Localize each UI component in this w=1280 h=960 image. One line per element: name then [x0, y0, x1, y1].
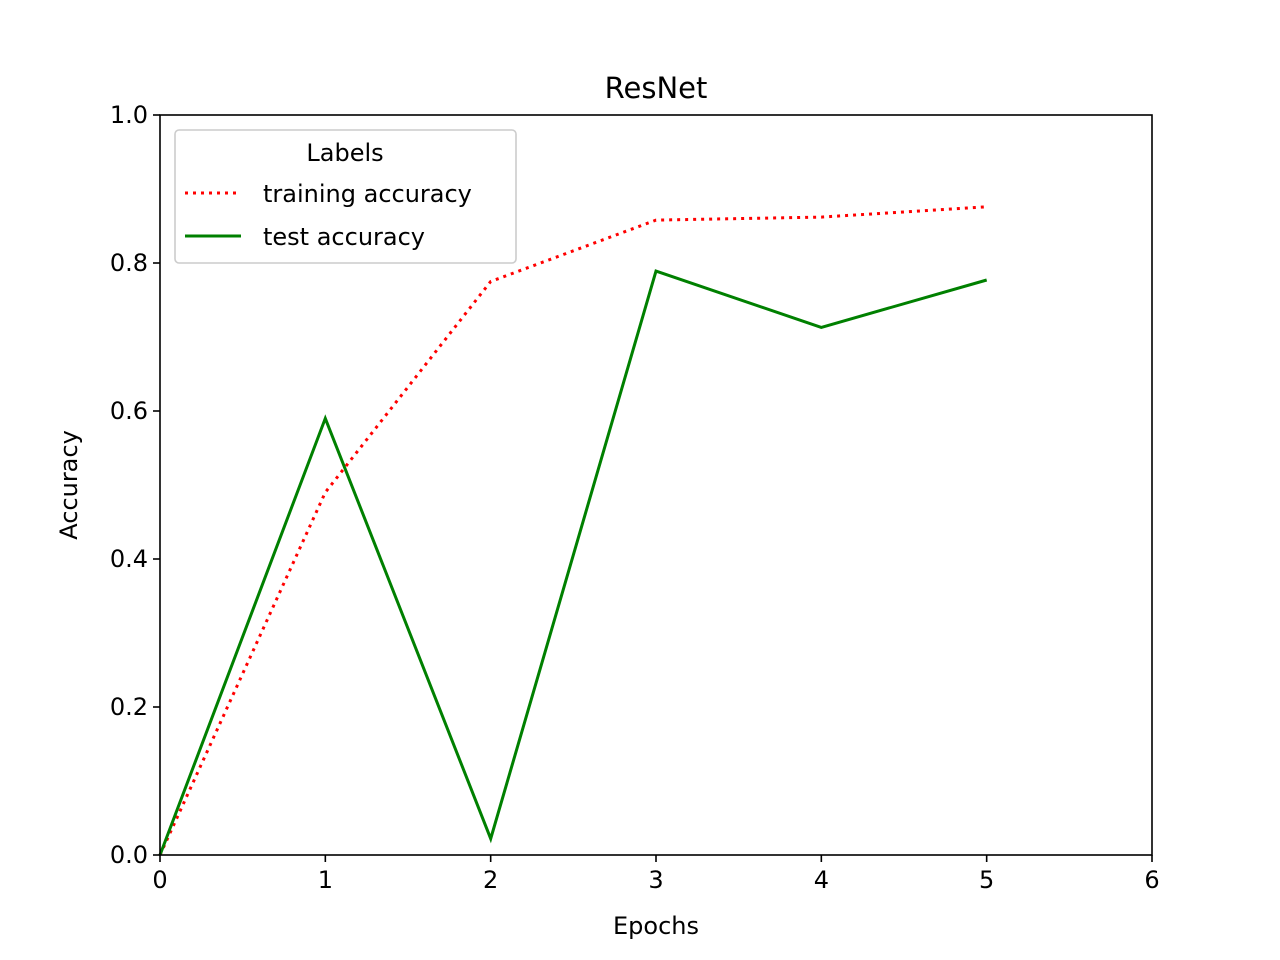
x-tick-label: 2: [483, 866, 498, 894]
y-tick-label: 0.0: [110, 841, 148, 869]
y-tick-label: 0.4: [110, 545, 148, 573]
y-tick-label: 0.2: [110, 693, 148, 721]
x-tick-label: 4: [814, 866, 829, 894]
x-axis-ticks: 0 1 2 3 4 5 6: [152, 855, 1160, 894]
x-tick-label: 5: [979, 866, 994, 894]
legend: Labels training accuracy test accuracy: [174, 129, 517, 264]
legend-title: Labels: [306, 139, 383, 167]
series-line-test-accuracy: [158, 269, 988, 856]
legend-label-test-accuracy: test accuracy: [263, 223, 425, 251]
legend-label-training-accuracy: training accuracy: [263, 180, 472, 208]
legend-box: [174, 129, 517, 264]
x-axis-label: Epochs: [613, 912, 699, 940]
x-tick-label: 1: [318, 866, 333, 894]
series-layer: [158, 205, 988, 856]
x-tick-label: 3: [648, 866, 663, 894]
x-tick-label: 0: [152, 866, 167, 894]
x-tick-label: 6: [1144, 866, 1159, 894]
y-tick-label: 0.8: [110, 249, 148, 277]
y-tick-label: 0.6: [110, 397, 148, 425]
y-axis-ticks: 0.0 0.2 0.4 0.6 0.8 1.0: [110, 101, 160, 869]
y-tick-label: 1.0: [110, 101, 148, 129]
series-line-training-accuracy: [158, 205, 987, 856]
chart-title: ResNet: [605, 71, 708, 105]
y-axis-label: Accuracy: [55, 430, 83, 540]
